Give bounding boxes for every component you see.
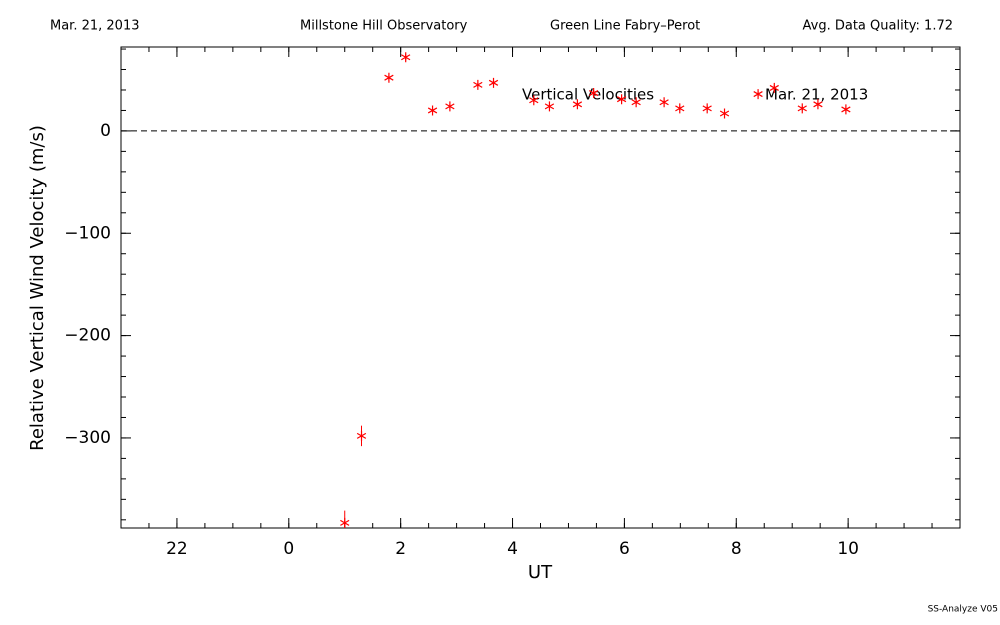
y-tick-label: −300 <box>64 428 111 448</box>
plot-frame <box>120 46 961 529</box>
x-tick-label: 22 <box>166 539 188 559</box>
header-instrument: Green Line Fabry–Perot <box>550 19 700 34</box>
x-tick-label: 10 <box>837 539 859 559</box>
x-tick-label: 4 <box>507 539 518 559</box>
y-tick-label: −200 <box>64 326 111 346</box>
marker <box>588 88 599 99</box>
annotation: Mar. 21, 2013 <box>765 86 868 104</box>
marker <box>529 95 539 106</box>
marker <box>631 97 641 108</box>
marker <box>753 89 763 100</box>
marker <box>659 97 669 108</box>
x-tick-label: 2 <box>395 539 406 559</box>
header-quality: Avg. Data Quality: 1.72 <box>803 19 953 34</box>
marker <box>401 52 411 63</box>
marker <box>356 430 367 441</box>
marker <box>616 94 627 105</box>
x-tick-label: 6 <box>619 539 630 559</box>
marker <box>797 103 807 114</box>
marker <box>445 101 455 112</box>
footer: SS-Analyze V05 <box>928 605 998 615</box>
x-tick-label: 0 <box>283 539 294 559</box>
marker <box>675 103 685 114</box>
header-date: Mar. 21, 2013 <box>50 19 140 34</box>
marker <box>544 101 555 112</box>
x-axis-label: UT <box>528 562 553 583</box>
data-layer <box>340 52 851 528</box>
marker <box>769 82 779 93</box>
marker <box>488 77 499 88</box>
marker <box>841 104 851 115</box>
marker <box>572 99 583 110</box>
header-site: Millstone Hill Observatory <box>300 19 468 34</box>
marker <box>719 108 730 119</box>
y-tick-label: 0 <box>100 121 111 141</box>
marker <box>384 72 394 83</box>
marker <box>473 79 483 90</box>
x-tick-label: 8 <box>731 539 742 559</box>
marker <box>702 103 712 114</box>
marker <box>340 517 350 528</box>
y-tick-label: −100 <box>64 223 111 243</box>
marker <box>813 99 823 110</box>
marker <box>427 105 438 116</box>
y-axis-label: Relative Vertical Wind Velocity (m/s) <box>27 125 48 451</box>
